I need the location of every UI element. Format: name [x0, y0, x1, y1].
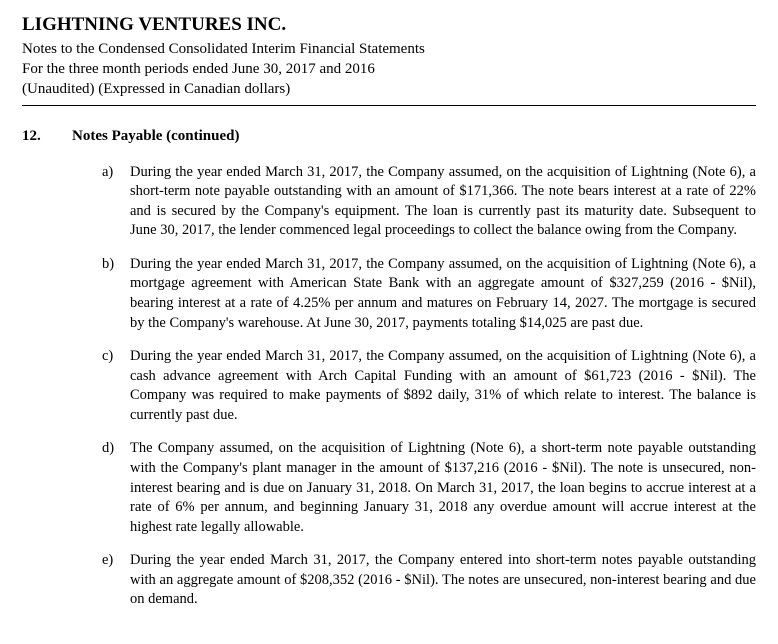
note-subitem: e) During the year ended March 31, 2017,…: [102, 551, 756, 610]
note-number: 12.: [22, 126, 72, 146]
note-title: Notes Payable (continued): [72, 126, 240, 146]
note-heading-row: 12. Notes Payable (continued): [22, 126, 756, 146]
subitem-letter: d): [102, 439, 130, 459]
note-subitem: a) During the year ended March 31, 2017,…: [102, 163, 756, 241]
subitem-letter: b): [102, 255, 130, 275]
note-subitem: d) The Company assumed, on the acquisiti…: [102, 439, 756, 537]
note-body: a) During the year ended March 31, 2017,…: [102, 163, 756, 610]
note-subitem: b) During the year ended March 31, 2017,…: [102, 255, 756, 333]
subitem-text: During the year ended March 31, 2017, th…: [130, 551, 756, 610]
note-subitem: c) During the year ended March 31, 2017,…: [102, 347, 756, 425]
subitem-text: The Company assumed, on the acquisition …: [130, 439, 756, 537]
subitem-text: During the year ended March 31, 2017, th…: [130, 255, 756, 333]
company-name: LIGHTNING VENTURES INC.: [22, 12, 756, 38]
header-divider: [22, 105, 756, 106]
header-subtitle-1: Notes to the Condensed Consolidated Inte…: [22, 39, 756, 59]
subitem-text: During the year ended March 31, 2017, th…: [130, 163, 756, 241]
subitem-letter: a): [102, 163, 130, 183]
subitem-letter: e): [102, 551, 130, 571]
subitem-text: During the year ended March 31, 2017, th…: [130, 347, 756, 425]
header-subtitle-3: (Unaudited) (Expressed in Canadian dolla…: [22, 79, 756, 99]
subitem-letter: c): [102, 347, 130, 367]
header-subtitle-2: For the three month periods ended June 3…: [22, 59, 756, 79]
